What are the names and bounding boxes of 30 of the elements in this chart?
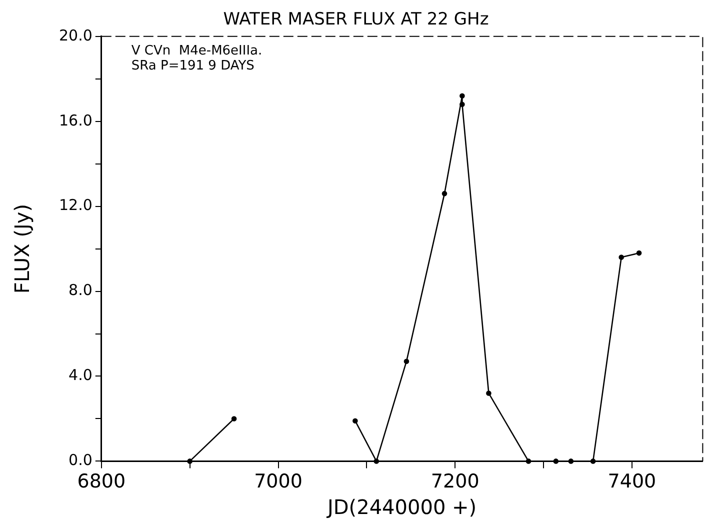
- point: [460, 93, 465, 99]
- x-tick-label: 7000: [254, 470, 302, 493]
- point: [231, 416, 237, 422]
- x-axis-title: JD(2440000 +): [326, 495, 477, 520]
- y-tick-label: 12.0: [58, 196, 92, 214]
- point: [568, 458, 574, 464]
- point: [526, 458, 532, 464]
- annotation: SRa P=191 9 DAYS: [131, 58, 254, 74]
- y-tick-label: 8.0: [68, 281, 92, 300]
- y-tick-label: 4.0: [68, 366, 92, 384]
- point: [442, 190, 448, 196]
- point: [187, 458, 192, 464]
- point: [352, 418, 358, 424]
- x-tick-label: 6800: [77, 470, 126, 493]
- annotation: V CVn M4e-M6eIIIa.: [131, 43, 262, 58]
- y-axis-title: FLUX (Jy): [10, 204, 34, 294]
- point: [636, 250, 642, 256]
- point: [590, 458, 596, 464]
- point: [374, 458, 380, 464]
- y-tick-label: 0.0: [68, 451, 92, 470]
- point: [486, 390, 492, 396]
- point: [460, 102, 465, 108]
- y-tick-label: 20.0: [58, 26, 92, 44]
- point: [404, 358, 410, 364]
- x-tick-label: 7400: [608, 470, 656, 493]
- chart-title: WATER MASER FLUX AT 22 GHz: [223, 10, 489, 30]
- point: [553, 458, 559, 464]
- y-tick-label: 16.0: [58, 111, 92, 130]
- point: [618, 254, 624, 260]
- x-tick-label: 7200: [430, 470, 480, 493]
